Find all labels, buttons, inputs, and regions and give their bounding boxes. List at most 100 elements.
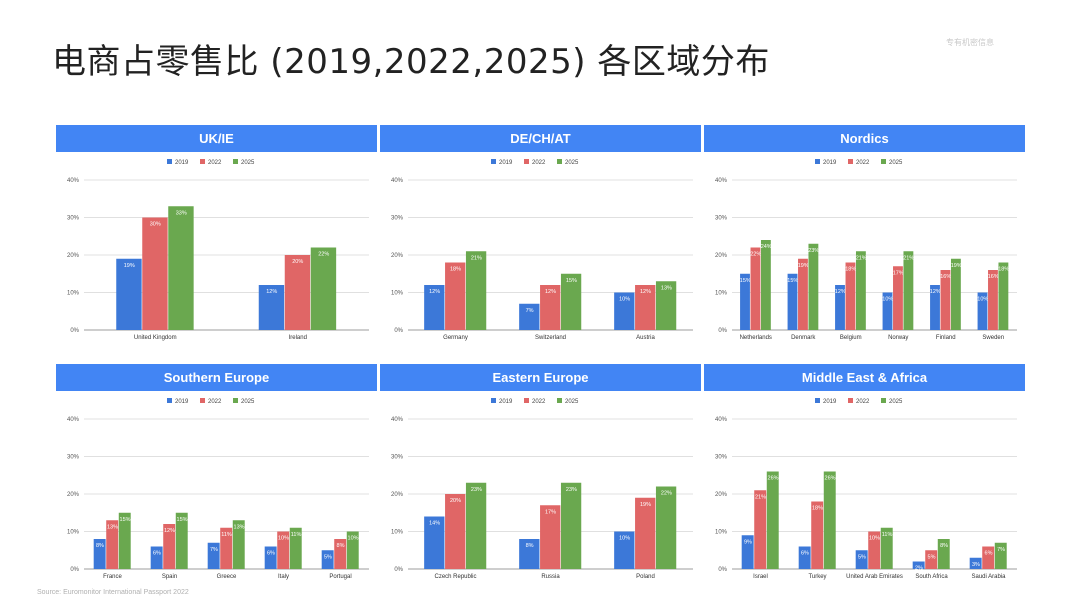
data-label: 20% [450,498,461,504]
data-label: 7% [997,547,1005,553]
bar [969,557,982,569]
data-label: 18% [845,267,856,273]
legend-swatch [557,159,562,164]
x-tick-label: Poland [636,574,655,580]
data-label: 26% [825,476,836,482]
bar [903,251,914,330]
data-label: 9% [744,539,752,545]
bar [445,494,466,569]
y-tick-label: 40% [67,178,80,184]
x-tick-label: Italy [278,574,289,580]
data-label: 23% [471,487,482,493]
bar [163,524,176,569]
legend-label: 2019 [823,160,837,166]
data-label: 6% [985,551,993,557]
legend-label: 2025 [889,399,903,405]
y-tick-label: 10% [715,291,728,297]
data-label: 6% [267,551,275,557]
y-tick-label: 40% [715,417,728,423]
y-tick-label: 20% [67,253,80,259]
bar [808,243,819,330]
bar [232,520,245,569]
legend-swatch [557,398,562,403]
data-label: 22% [661,491,672,497]
bar [540,505,561,569]
data-label: 15% [566,278,577,284]
data-label: 5% [928,554,936,560]
legend-label: 2025 [889,160,903,166]
data-label: 12% [266,289,277,295]
bar [937,539,950,569]
bar [655,486,677,569]
bar [310,247,337,330]
data-label: 10% [977,297,988,303]
data-label: 12% [640,289,651,295]
data-label: 24% [761,244,772,250]
y-tick-label: 40% [391,417,404,423]
bar [835,285,845,330]
bar [284,255,311,330]
data-label: 15% [177,517,188,523]
data-label: 8% [526,543,534,549]
legend-label: 2022 [532,160,546,166]
data-label: 10% [619,536,630,542]
legend-label: 2025 [565,160,579,166]
data-label: 17% [893,270,904,276]
x-tick-label: South Africa [915,574,948,580]
data-label: 12% [835,289,846,295]
y-tick-label: 30% [391,455,404,461]
data-label: 30% [150,222,161,228]
bar [142,217,168,330]
bar [982,546,995,569]
bar [277,531,290,569]
legend-swatch [524,398,529,403]
bar [93,539,106,569]
bar [321,550,334,569]
source-note: Source: Euromonitor International Passpo… [37,589,189,596]
y-tick-label: 20% [391,253,404,259]
bar [346,531,359,569]
x-tick-label: Netherlands [740,335,772,341]
chart-panel-nordics: Nordics 0% 10% 20% 30% 40% 2019 2022 2025 15% 22%… [704,125,1025,345]
data-label: 21% [755,494,766,500]
bar [855,550,868,569]
y-tick-label: 20% [715,492,728,498]
bar [760,240,771,330]
bar [150,546,163,569]
bar [845,262,856,330]
data-label: 15% [787,278,798,284]
data-label: 10% [882,297,893,303]
bar [882,292,893,330]
data-label: 10% [619,297,630,303]
bar-chart-eastern-europe: 0% 10% 20% 30% 40% 2019 2022 2025 14% 20% 23% Czech… [391,398,693,580]
bar [787,273,798,330]
bar [106,520,119,569]
legend-label: 2022 [208,399,222,405]
data-label: 6% [153,551,161,557]
bar [560,273,582,330]
x-tick-label: Belgium [840,335,862,341]
bar-chart-de-ch-at: 0% 10% 20% 30% 40% 2019 2022 2025 12% 18% 21% Germa… [391,159,693,341]
legend-label: 2025 [241,399,255,405]
data-label: 7% [210,547,218,553]
y-tick-label: 20% [715,253,728,259]
bar [614,292,635,330]
legend-swatch [200,398,205,403]
bar [175,512,188,569]
data-label: 11% [882,532,893,538]
x-tick-label: Germany [443,335,468,341]
y-tick-label: 0% [70,328,79,334]
bar [950,258,961,330]
data-label: 5% [324,554,332,560]
data-label: 8% [96,543,104,549]
x-tick-label: United Kingdom [134,335,177,341]
bar [998,262,1009,330]
x-tick-label: Russia [541,574,560,580]
x-tick-label: Ireland [289,335,307,341]
x-tick-label: Israel [753,574,768,580]
chart-title: UK/IE [56,125,377,152]
bar [465,251,487,330]
data-label: 22% [318,252,329,258]
legend-swatch [848,398,853,403]
data-label: 2% [915,566,923,572]
